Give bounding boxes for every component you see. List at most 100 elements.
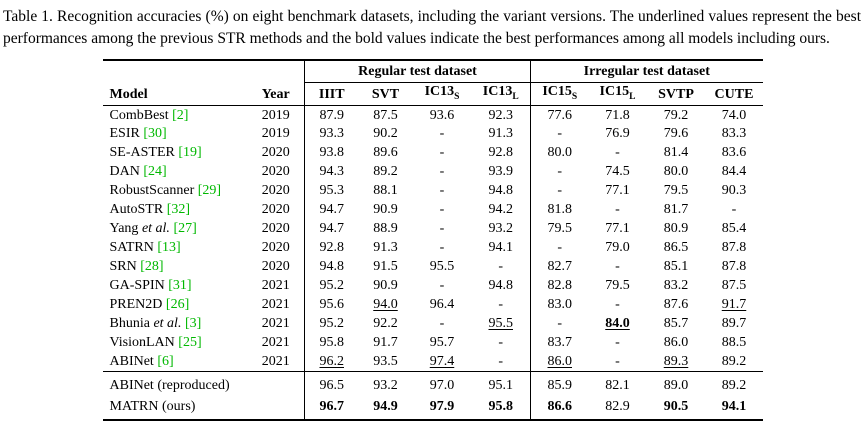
- column-header-svt: SVT: [358, 82, 413, 107]
- accuracy-value: -: [615, 145, 620, 161]
- value-cell: -: [589, 353, 647, 372]
- accuracy-value: 74.0: [721, 107, 747, 123]
- value-cell: 85.7: [647, 315, 706, 334]
- accuracy-value: 93.9: [488, 164, 514, 180]
- citation-link[interactable]: [27]: [169, 221, 197, 237]
- value-cell: 77.1: [589, 182, 647, 201]
- citation-link[interactable]: [32]: [163, 202, 191, 218]
- model-name: VisionLAN: [109, 335, 175, 351]
- citation-link[interactable]: [28]: [136, 259, 164, 275]
- model-name: Bhunia: [109, 316, 150, 332]
- citation-link[interactable]: [25]: [174, 335, 202, 351]
- value-cell: 82.1: [588, 371, 647, 396]
- citation-link[interactable]: [31]: [164, 278, 192, 294]
- value-cell: 93.3: [304, 124, 359, 144]
- model-name: SRN: [109, 259, 137, 275]
- year-cell: 2021: [261, 297, 290, 313]
- model-name: SE-ASTER: [109, 145, 175, 161]
- citation-link[interactable]: [30]: [139, 126, 167, 142]
- accuracy-value: 94.1: [488, 240, 514, 256]
- accuracy-value: -: [439, 183, 445, 199]
- accuracy-value: 90.9: [373, 202, 398, 218]
- citation-link[interactable]: [24]: [139, 164, 167, 180]
- table-row: Bhunia et al. [3] 2021 95.2 92.2 - 95.5 - 84.0 8…: [103, 314, 763, 334]
- value-cell: 82.9: [589, 396, 647, 420]
- accuracy-value: 94.8: [488, 183, 514, 199]
- model-name-cell: ESIR [30]: [103, 125, 248, 144]
- accuracy-value: 88.1: [373, 183, 398, 199]
- model-name: DAN: [109, 164, 140, 180]
- column-header-iiit: IIIT: [304, 82, 359, 107]
- accuracy-value: -: [615, 335, 620, 351]
- accuracy-value: 97.9: [429, 399, 455, 415]
- accuracy-value: 82.8: [547, 278, 573, 294]
- value-cell: 93.6: [413, 106, 472, 125]
- accuracy-value: 97.0: [429, 378, 455, 394]
- value-cell: 96.7: [304, 395, 359, 420]
- table-row: GA-SPIN [31] 2021 95.2 90.9 - 94.8 82.8 79.5 83.…: [103, 276, 763, 296]
- accuracy-value: 94.7: [319, 221, 345, 237]
- value-cell: 94.0: [359, 296, 413, 315]
- table-row: ESIR [30] 2019 93.3 90.2 - 91.3 - 76.9 79.6 83.3: [103, 124, 763, 144]
- value-cell: 86.5: [647, 239, 706, 258]
- value-cell: -: [530, 162, 589, 182]
- accuracy-value: -: [557, 164, 563, 180]
- column-header-year: Year: [247, 82, 305, 107]
- accuracy-value: 87.8: [721, 259, 747, 275]
- citation-link[interactable]: [2]: [168, 107, 189, 123]
- value-cell: 83.2: [647, 277, 706, 296]
- group-header-regular: Regular test dataset: [304, 60, 531, 83]
- accuracy-value: 94.2: [488, 202, 514, 218]
- accuracy-value: 93.2: [488, 221, 514, 237]
- year-cell: 2020: [261, 183, 290, 199]
- citation-link[interactable]: [19]: [174, 145, 202, 161]
- table-row: RobustScanner [29] 2020 95.3 88.1 - 94.8 - 77.1…: [103, 181, 763, 201]
- model-name: ABINet (reproduced): [109, 378, 230, 394]
- value-cell: 84.4: [706, 163, 763, 182]
- value-cell: 79.5: [647, 182, 706, 201]
- value-cell: 94.7: [304, 200, 359, 220]
- model-name-cell: SE-ASTER [19]: [103, 144, 248, 163]
- value-cell: 79.2: [647, 106, 706, 125]
- accuracy-value: 77.6: [547, 107, 573, 123]
- model-name-cell: DAN [24]: [103, 163, 248, 182]
- citation-link[interactable]: [3]: [181, 316, 202, 332]
- value-cell: 89.6: [359, 144, 413, 163]
- accuracy-value: 93.3: [319, 126, 345, 142]
- table-row: PREN2D [26] 2021 95.6 94.0 96.4 - 83.0 - 87.6 91.…: [103, 295, 763, 315]
- citation-link[interactable]: [26]: [162, 297, 190, 313]
- value-cell: -: [413, 182, 472, 201]
- value-cell: 93.8: [304, 143, 359, 163]
- accuracy-value: -: [439, 164, 445, 180]
- accuracy-value: 94.3: [319, 164, 345, 180]
- value-cell: 96.5: [304, 371, 359, 396]
- accuracy-value: 96.2: [319, 354, 345, 370]
- value-cell: 94.8: [472, 277, 531, 296]
- value-cell: 90.2: [359, 125, 413, 144]
- citation-link[interactable]: [13]: [153, 240, 181, 256]
- accuracy-value: 77.1: [605, 183, 630, 199]
- accuracy-value: 82.9: [605, 399, 630, 415]
- value-cell: 91.5: [359, 258, 413, 277]
- accuracy-value: 84.0: [605, 316, 630, 332]
- accuracy-value: 91.3: [488, 126, 514, 142]
- citation-link[interactable]: [29]: [194, 183, 222, 199]
- value-cell: 89.0: [646, 371, 706, 396]
- value-cell: 97.4: [413, 353, 472, 372]
- value-cell: 95.2: [304, 314, 359, 334]
- value-cell: 92.2: [359, 315, 413, 334]
- accuracy-value: 95.7: [429, 335, 455, 351]
- value-cell: 89.2: [706, 353, 763, 372]
- model-name: ABINet: [109, 354, 154, 370]
- accuracy-value: 83.0: [547, 297, 573, 313]
- subscript-l: L: [629, 91, 636, 102]
- value-cell: 76.9: [589, 125, 647, 144]
- value-cell: -: [413, 144, 472, 163]
- column-header-row: Model Year IIIT SVT IC13S IC13L IC15S IC…: [102, 82, 763, 107]
- column-header-ic13s: IC13S: [412, 82, 472, 107]
- citation-link[interactable]: [6]: [153, 354, 174, 370]
- value-cell: 89.3: [647, 353, 706, 372]
- value-cell: 77.1: [589, 220, 647, 239]
- year-cell: 2020: [261, 240, 290, 256]
- accuracy-value: 94.0: [373, 297, 398, 313]
